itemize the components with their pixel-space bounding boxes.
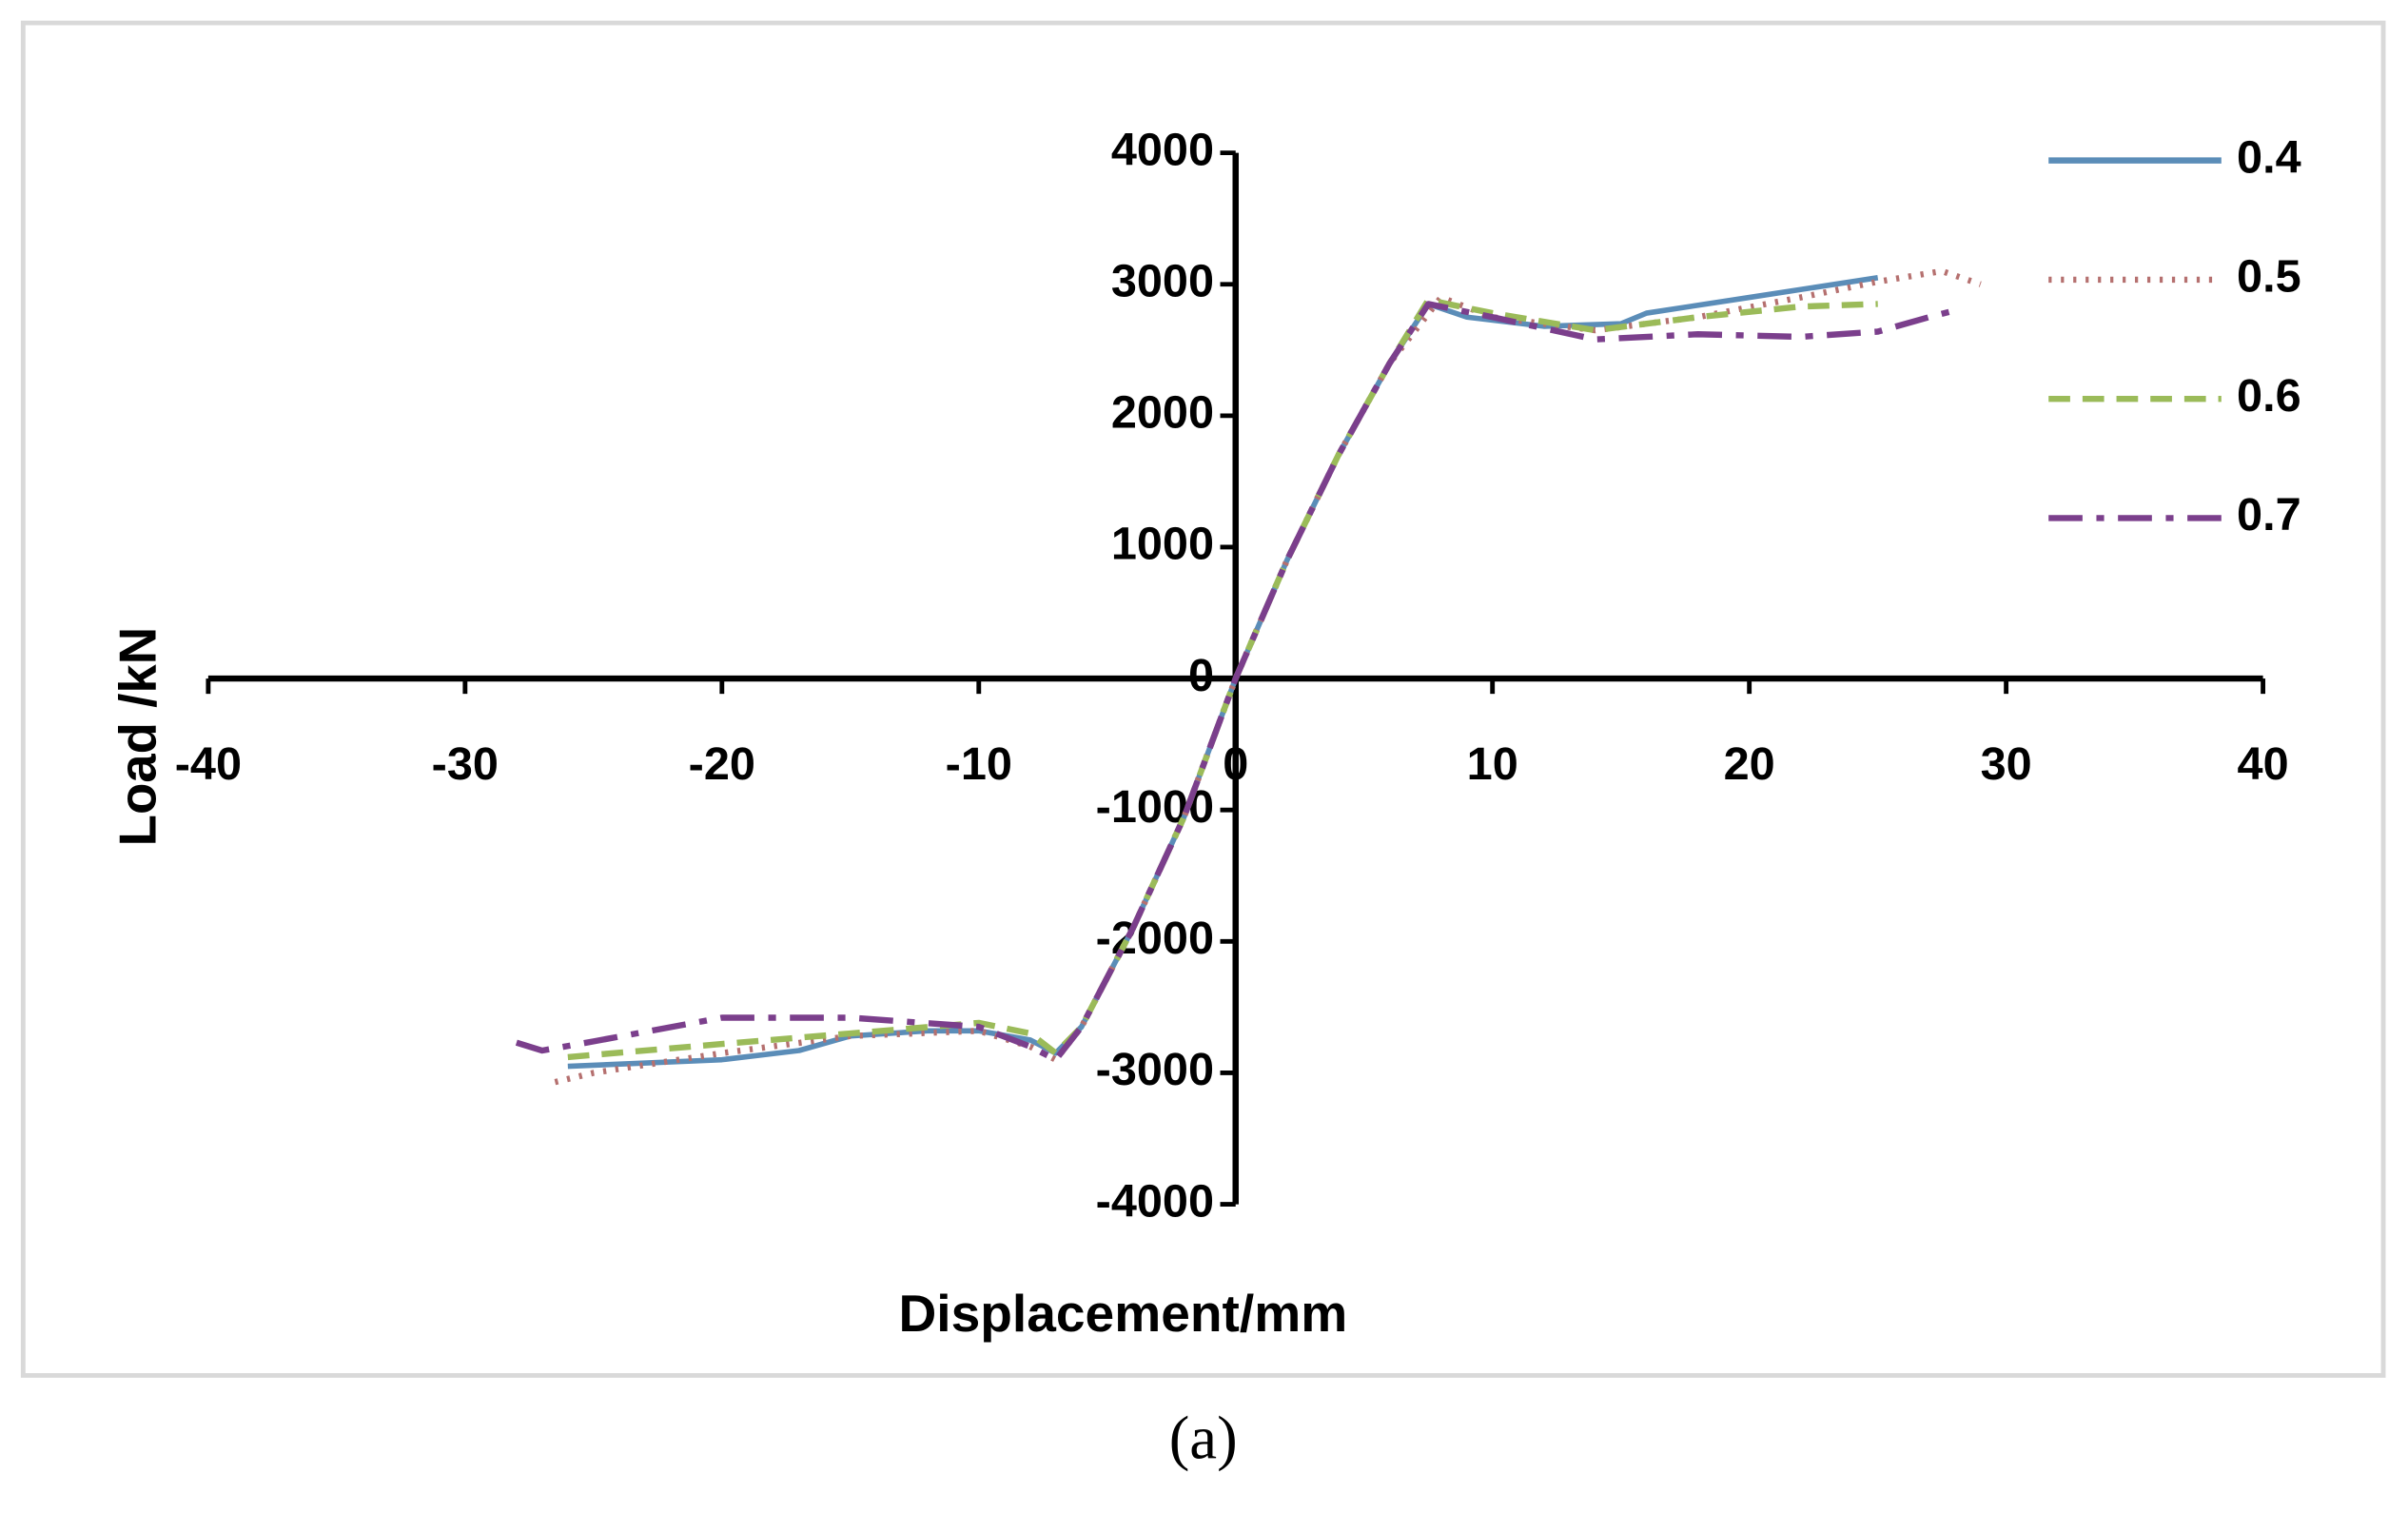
legend-label: 0.6 bbox=[2237, 370, 2301, 422]
x-tick-label: -40 bbox=[175, 738, 242, 790]
y-tick-label: -4000 bbox=[1096, 1176, 1214, 1228]
y-tick-label: 4000 bbox=[1111, 125, 1214, 176]
y-tick-label: 3000 bbox=[1111, 256, 1214, 307]
y-tick-label: 1000 bbox=[1111, 519, 1214, 570]
legend-label: 0.4 bbox=[2237, 132, 2301, 184]
y-tick-label: -2000 bbox=[1096, 913, 1214, 964]
legend-label: 0.5 bbox=[2237, 251, 2301, 303]
y-tick-label: -3000 bbox=[1096, 1044, 1214, 1095]
x-tick-label: -10 bbox=[946, 738, 1012, 790]
y-tick-label: 0 bbox=[1188, 650, 1214, 701]
y-tick-label: 2000 bbox=[1111, 387, 1214, 439]
x-tick-label: 30 bbox=[1981, 738, 2032, 790]
x-tick-label: 20 bbox=[1724, 738, 1775, 790]
x-tick-label: -20 bbox=[689, 738, 755, 790]
x-tick-label: -30 bbox=[432, 738, 499, 790]
y-axis-title: Load /kN bbox=[108, 627, 166, 847]
x-axis-title: Displacement/mm bbox=[898, 1284, 1347, 1343]
legend-label: 0.7 bbox=[2237, 489, 2301, 540]
chart-frame bbox=[20, 20, 2386, 1378]
x-tick-label: 40 bbox=[2238, 738, 2289, 790]
x-tick-label: 10 bbox=[1467, 738, 1518, 790]
caption: (a) bbox=[1169, 1404, 1238, 1472]
series-line bbox=[515, 301, 1956, 1063]
x-tick-label: 0 bbox=[1223, 738, 1248, 790]
